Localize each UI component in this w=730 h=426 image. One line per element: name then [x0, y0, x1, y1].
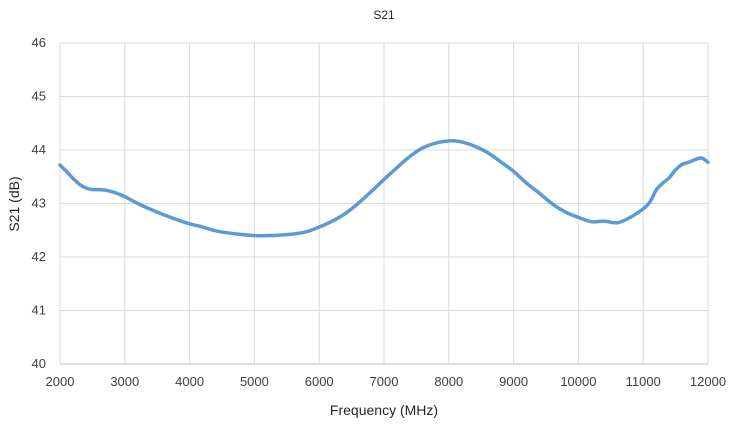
x-tick-label: 2000 [46, 374, 75, 389]
x-tick-label: 3000 [110, 374, 139, 389]
x-tick-label: 6000 [305, 374, 334, 389]
y-axis-title: S21 (dB) [6, 176, 22, 231]
y-tick-label: 44 [32, 142, 46, 157]
x-axis-title: Frequency (MHz) [330, 402, 438, 418]
y-tick-label: 42 [32, 249, 46, 264]
x-tick-label: 11000 [626, 374, 661, 389]
series-group [58, 138, 710, 238]
y-tick-label: 45 [32, 89, 46, 104]
y-tick-label: 46 [32, 35, 46, 50]
x-tick-label: 8000 [434, 374, 463, 389]
x-axis-tick-labels: 2000 3000 4000 5000 6000 7000 8000 9000 10000 110… [46, 374, 727, 389]
chart-title: S21 [373, 8, 395, 22]
y-tick-label: 41 [32, 303, 46, 318]
gridlines [59, 42, 709, 365]
series-line-s21 [58, 138, 710, 238]
x-tick-label: 7000 [370, 374, 399, 389]
x-tick-label: 9000 [499, 374, 528, 389]
x-tick-label: 4000 [175, 374, 204, 389]
y-tick-label: 43 [32, 196, 46, 211]
x-tick-label: 12000 [690, 374, 726, 389]
y-tick-label: 40 [32, 356, 46, 371]
x-tick-label: 5000 [240, 374, 269, 389]
x-tick-label: 10000 [560, 374, 596, 389]
y-axis-tick-labels: 40 41 42 43 44 45 46 [32, 35, 46, 371]
